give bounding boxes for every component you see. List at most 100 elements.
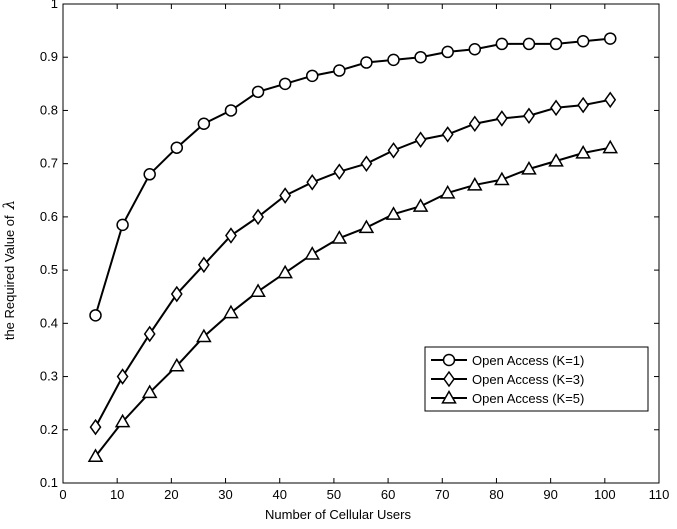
- diamond-data-point: [252, 208, 264, 226]
- plot-area: [62, 3, 660, 484]
- diamond-data-point: [279, 187, 292, 204]
- x-tick-label: 110: [649, 487, 670, 502]
- diamond-data-point: [495, 110, 508, 127]
- y-axis-title-symbol: λ: [0, 200, 18, 211]
- y-tick-label: 0.7: [40, 156, 58, 171]
- x-tick-label: 10: [110, 487, 124, 502]
- legend-circle-marker: [442, 353, 456, 367]
- legend-label: Open Access (K=5): [472, 391, 584, 406]
- y-axis-ticks: 0.1 0.2 0.3 0.4 0.5 0.6 0.7 0.8 0.9 1: [40, 0, 659, 490]
- diamond-data-point: [197, 256, 210, 274]
- diamond-data-point: [577, 96, 590, 114]
- circle-data-point: [414, 50, 427, 64]
- diamond-data-point: [550, 99, 562, 117]
- triangle-data-point: [548, 152, 564, 167]
- circle-data-point: [143, 168, 156, 181]
- diamond-data-point: [360, 155, 373, 172]
- diamond-data-point: [468, 115, 481, 133]
- circle-data-point: [360, 56, 373, 69]
- circle-data-point: [522, 37, 536, 51]
- series-line: [94, 37, 611, 316]
- diamond-data-point: [225, 227, 237, 244]
- circle-data-point: [603, 32, 617, 45]
- y-tick-label: 0.5: [40, 262, 58, 277]
- series-diamond: [89, 91, 617, 436]
- y-tick-label: 0.2: [40, 422, 58, 437]
- circle-data-point: [441, 45, 454, 59]
- diamond-data-point: [143, 325, 156, 343]
- diamond-data-point: [604, 91, 617, 109]
- y-tick-label: 0.4: [40, 315, 58, 330]
- x-axis-title: Number of Cellular Users: [265, 507, 411, 522]
- triangle-data-point: [277, 264, 293, 279]
- circle-data-point: [387, 53, 400, 67]
- legend: Open Access (K=1) Open Access (K=3) Open A…: [424, 346, 649, 412]
- triangle-data-point: [575, 145, 591, 159]
- triangle-data-point: [439, 184, 456, 199]
- triangle-data-point: [331, 230, 348, 244]
- legend-label: Open Access (K=1): [472, 353, 584, 368]
- y-tick-label: 0.6: [40, 209, 58, 224]
- x-tick-label: 30: [218, 487, 232, 502]
- diamond-data-point: [414, 131, 427, 149]
- y-axis-title: the Required Value of λ: [0, 200, 18, 340]
- circle-data-point: [251, 85, 265, 99]
- legend-label: Open Access (K=3): [472, 372, 584, 387]
- x-tick-label: 0: [59, 487, 66, 502]
- series-triangle: [87, 139, 619, 463]
- circle-data-point: [89, 309, 102, 322]
- circle-data-point: [116, 218, 129, 232]
- triangle-data-point: [412, 198, 429, 212]
- diamond-data-point: [170, 285, 183, 303]
- diamond-data-point: [306, 174, 319, 191]
- circle-data-point: [305, 69, 319, 83]
- x-tick-label: 80: [489, 487, 503, 502]
- diamond-data-point: [116, 368, 129, 385]
- x-axis-ticks: 0 10 20 30 40 50 60 70 80 90 100 110: [59, 4, 669, 502]
- triangle-data-point: [223, 304, 239, 319]
- diamond-data-point: [441, 126, 454, 143]
- diamond-data-point: [523, 107, 535, 125]
- circle-data-point: [170, 141, 184, 154]
- y-tick-label: 0.9: [40, 49, 58, 64]
- x-tick-label: 60: [381, 487, 395, 502]
- legend-triangle-marker: [441, 389, 457, 404]
- y-tick-label: 0.3: [40, 369, 58, 384]
- triangle-data-point: [304, 246, 321, 260]
- x-tick-label: 90: [543, 487, 557, 502]
- x-tick-label: 20: [164, 487, 178, 502]
- triangle-data-point: [494, 171, 510, 186]
- triangle-data-point: [114, 413, 131, 428]
- x-tick-label: 50: [327, 487, 341, 502]
- triangle-data-point: [196, 328, 212, 343]
- triangle-data-point: [358, 219, 375, 234]
- x-tick-label: 100: [594, 487, 616, 502]
- triangle-data-point: [250, 283, 266, 298]
- circle-data-point: [333, 64, 346, 77]
- y-tick-label: 0.1: [40, 475, 58, 490]
- circle-data-point: [468, 42, 482, 56]
- plot-frame: [62, 3, 660, 484]
- y-tick-label: 0.8: [40, 102, 58, 117]
- triangle-data-point: [168, 357, 185, 372]
- circle-data-point: [224, 104, 238, 117]
- diamond-data-point: [333, 163, 346, 180]
- legend-diamond-marker: [443, 370, 455, 388]
- series-layer: [87, 32, 619, 463]
- series-circle: [89, 32, 617, 322]
- circle-data-point: [549, 37, 563, 51]
- y-axis-title-text: the Required Value of: [2, 215, 17, 340]
- triangle-data-point: [87, 448, 104, 463]
- diamond-data-point: [89, 418, 102, 436]
- circle-data-point: [495, 37, 509, 51]
- triangle-data-point: [602, 139, 619, 154]
- triangle-data-point: [141, 384, 158, 399]
- circle-data-point: [197, 117, 211, 130]
- y-tick-label: 1: [51, 0, 58, 11]
- x-tick-label: 40: [272, 487, 286, 502]
- circle-data-point: [576, 35, 590, 48]
- circle-data-point: [278, 77, 292, 91]
- diamond-data-point: [387, 142, 400, 159]
- x-tick-label: 70: [435, 487, 449, 502]
